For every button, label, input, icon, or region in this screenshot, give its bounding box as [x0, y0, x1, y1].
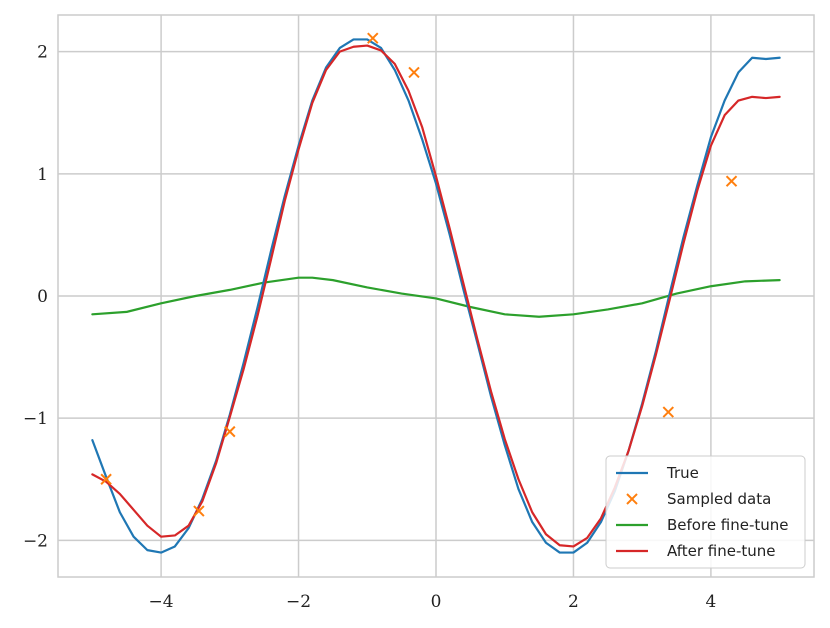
x-axis-ticks: −4 −2 0 2 4: [149, 592, 717, 612]
data-point-marker: [408, 66, 420, 79]
legend-label: Before fine-tune: [667, 516, 789, 534]
legend-label: Sampled data: [667, 490, 771, 508]
y-tick-label: 2: [37, 43, 48, 63]
series-layer: [91, 32, 781, 554]
x-tick-label: 2: [568, 592, 579, 612]
series-after-fine-tune: [91, 44, 781, 548]
legend-entry: Before fine-tune: [616, 516, 789, 534]
series-before-fine-tune: [91, 276, 781, 318]
legend-swatch: [626, 493, 638, 505]
data-point-marker: [224, 425, 236, 438]
legend-label: True: [666, 464, 699, 482]
legend-entry: True: [616, 464, 699, 482]
data-point-marker: [193, 505, 205, 517]
y-axis-ticks: −2 −1 0 1 2: [23, 43, 48, 552]
y-tick-label: 0: [37, 287, 48, 307]
x-tick-label: −4: [149, 592, 174, 612]
series-sampled-data: [100, 32, 738, 517]
legend-box: [605, 455, 806, 569]
x-tick-label: 0: [431, 592, 442, 612]
legend-entry: After fine-tune: [616, 542, 776, 560]
series-line-before-fine-tune: [91, 276, 781, 318]
data-point-marker: [100, 473, 112, 485]
legend: True Sampled data Before fine-tune After fi…: [605, 455, 806, 569]
data-point-marker: [662, 406, 675, 418]
legend-label: After fine-tune: [667, 542, 776, 560]
x-tick-label: 4: [705, 592, 716, 612]
data-point-marker: [367, 32, 379, 44]
series-line-after-fine-tune: [91, 44, 781, 548]
data-point-marker: [725, 175, 738, 187]
y-tick-label: −1: [23, 409, 48, 429]
y-tick-label: 1: [37, 165, 48, 185]
x-tick-label: −2: [286, 592, 311, 612]
y-tick-label: −2: [23, 531, 48, 551]
legend-entry: Sampled data: [626, 490, 771, 508]
